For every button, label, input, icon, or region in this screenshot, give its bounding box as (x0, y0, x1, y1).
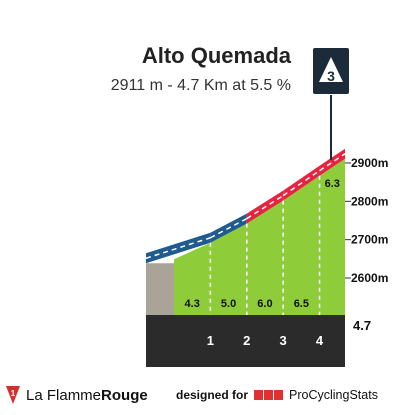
profile-area: 4.3 5.0 6.0 6.5 6.3 (145, 148, 346, 367)
km-axis: 1 2 3 4 4.7 (207, 318, 371, 348)
gradient-band (319, 148, 345, 176)
altitude-tick-label: 2700m (351, 233, 388, 247)
gradient-label: 4.3 (185, 298, 200, 310)
category-number: 3 (327, 68, 335, 84)
km-marker-label: 4 (316, 333, 324, 348)
altitude-axis: 2600m 2700m 2800m 2900m (345, 156, 388, 285)
total-distance-label: 4.7 (353, 318, 371, 333)
km-marker-label: 1 (207, 333, 214, 348)
gradient-band (146, 232, 211, 264)
credit: designed for ProCyclingStats (176, 388, 378, 402)
gradient-band-centerline (210, 217, 248, 239)
climb-summary: 2911 m - 4.7 Km at 5.5 % (111, 77, 291, 94)
gradient-band-centerline (282, 170, 320, 197)
climb-title: Alto Quemada (142, 43, 292, 68)
brand: 1 La Flamme Rouge (6, 386, 148, 404)
profile-start-block (146, 263, 174, 315)
gradient-band-centerline (246, 194, 284, 220)
pcs-logo-icon (254, 390, 284, 400)
flamme-rouge-logo-icon: 1 (6, 386, 20, 404)
altitude-tick-label: 2600m (351, 271, 388, 285)
altitude-tick-label: 2800m (351, 194, 388, 208)
altitude-tick-label: 2900m (351, 156, 388, 170)
category-marker: 3 (313, 48, 349, 160)
gradient-band-centerline (145, 237, 211, 259)
footer: 1 La Flamme Rouge designed for ProCycling… (0, 384, 405, 412)
gradient-label: 6.5 (294, 298, 309, 310)
profile-base (146, 315, 345, 367)
gradient-label: 6.0 (257, 298, 272, 310)
gradient-label: 6.3 (325, 178, 340, 190)
svg-text:1: 1 (11, 389, 16, 398)
km-marker-label: 3 (280, 333, 287, 348)
pcs-name: ProCyclingStats (289, 388, 378, 402)
brand-bold: Rouge (101, 386, 148, 404)
designed-for-label: designed for (176, 388, 249, 402)
profile-fill (174, 158, 345, 315)
km-marker-label: 2 (243, 333, 250, 348)
category-triangle-icon (319, 57, 343, 82)
gradient-label: 5.0 (221, 298, 236, 310)
brand-regular: La Flamme (26, 386, 102, 404)
